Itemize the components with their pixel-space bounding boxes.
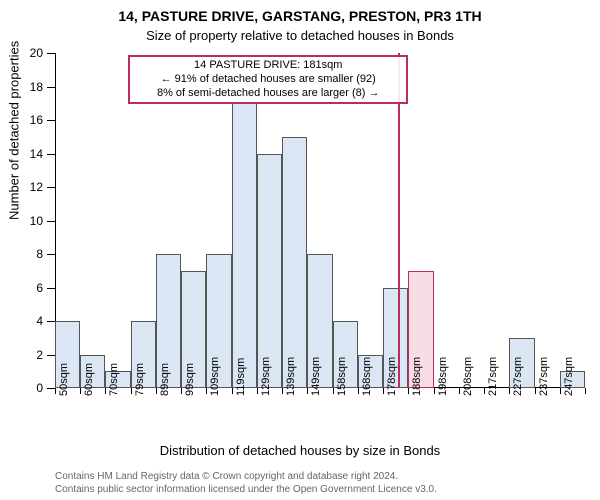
x-tick [484, 388, 485, 394]
y-tick [47, 154, 55, 155]
y-tick [47, 87, 55, 88]
x-tick-label: 198sqm [437, 357, 449, 396]
x-tick-label: 50sqm [58, 363, 70, 396]
footer-line-1: Contains HM Land Registry data © Crown c… [55, 470, 585, 483]
x-tick [282, 388, 283, 394]
x-tick [459, 388, 460, 394]
x-tick-label: 149sqm [310, 357, 322, 396]
x-tick-label: 139sqm [285, 357, 297, 396]
x-tick [80, 388, 81, 394]
x-tick-label: 158sqm [336, 357, 348, 396]
x-tick-label: 227sqm [512, 357, 524, 396]
x-tick [333, 388, 334, 394]
y-tick-label: 2 [36, 348, 43, 362]
x-tick-label: 168sqm [361, 357, 373, 396]
x-tick [181, 388, 182, 394]
y-tick-label: 12 [30, 180, 43, 194]
x-tick-label: 60sqm [83, 363, 95, 396]
x-tick-label: 217sqm [487, 357, 499, 396]
y-tick [47, 254, 55, 255]
x-tick [358, 388, 359, 394]
y-tick [47, 355, 55, 356]
y-tick [47, 120, 55, 121]
chart-subtitle: Size of property relative to detached ho… [0, 28, 600, 43]
y-tick-label: 0 [36, 381, 43, 395]
y-tick-label: 20 [30, 46, 43, 60]
y-tick [47, 288, 55, 289]
x-tick [257, 388, 258, 394]
x-tick-label: 237sqm [538, 357, 550, 396]
footer-line-2: Contains public sector information licen… [55, 483, 585, 496]
y-tick-label: 16 [30, 113, 43, 127]
x-tick [105, 388, 106, 394]
x-axis-label: Distribution of detached houses by size … [0, 443, 600, 458]
x-tick-label: 188sqm [411, 357, 423, 396]
y-tick-label: 18 [30, 80, 43, 94]
annotation-line: ← 91% of detached houses are smaller (92… [134, 73, 402, 87]
chart-title: 14, PASTURE DRIVE, GARSTANG, PRESTON, PR… [0, 8, 600, 24]
y-tick [47, 221, 55, 222]
x-tick-label: 79sqm [134, 363, 146, 396]
annotation-line: 8% of semi-detached houses are larger (8… [134, 87, 402, 101]
x-tick [509, 388, 510, 394]
x-tick [55, 388, 56, 394]
x-tick-label: 247sqm [563, 357, 575, 396]
x-tick [560, 388, 561, 394]
x-tick-label: 109sqm [209, 357, 221, 396]
bar [232, 103, 257, 388]
footer-attribution: Contains HM Land Registry data © Crown c… [55, 470, 585, 496]
y-tick-label: 14 [30, 147, 43, 161]
x-tick-label: 99sqm [184, 363, 196, 396]
x-tick [535, 388, 536, 394]
x-tick [408, 388, 409, 394]
x-tick [585, 388, 586, 394]
x-tick [383, 388, 384, 394]
annotation-box: 14 PASTURE DRIVE: 181sqm← 91% of detache… [128, 55, 408, 104]
plot-area: 0246810121416182050sqm60sqm70sqm79sqm89s… [55, 53, 585, 388]
y-tick [47, 321, 55, 322]
x-tick-label: 129sqm [260, 357, 272, 396]
x-tick-label: 89sqm [159, 363, 171, 396]
x-tick [131, 388, 132, 394]
y-tick [47, 187, 55, 188]
x-tick-label: 70sqm [108, 363, 120, 396]
x-tick [206, 388, 207, 394]
x-tick [156, 388, 157, 394]
y-tick [47, 388, 55, 389]
x-tick [307, 388, 308, 394]
y-tick [47, 53, 55, 54]
y-tick-label: 4 [36, 314, 43, 328]
y-tick-label: 10 [30, 214, 43, 228]
annotation-line: 14 PASTURE DRIVE: 181sqm [134, 59, 402, 73]
x-tick-label: 119sqm [235, 358, 247, 396]
y-axis-label: Number of detached properties [7, 41, 22, 220]
bar [257, 154, 282, 389]
x-tick-label: 178sqm [386, 357, 398, 396]
bar [282, 137, 307, 388]
x-tick [232, 388, 233, 394]
y-tick-label: 6 [36, 281, 43, 295]
y-tick-label: 8 [36, 247, 43, 261]
x-tick [434, 388, 435, 394]
x-tick-label: 208sqm [462, 357, 474, 396]
